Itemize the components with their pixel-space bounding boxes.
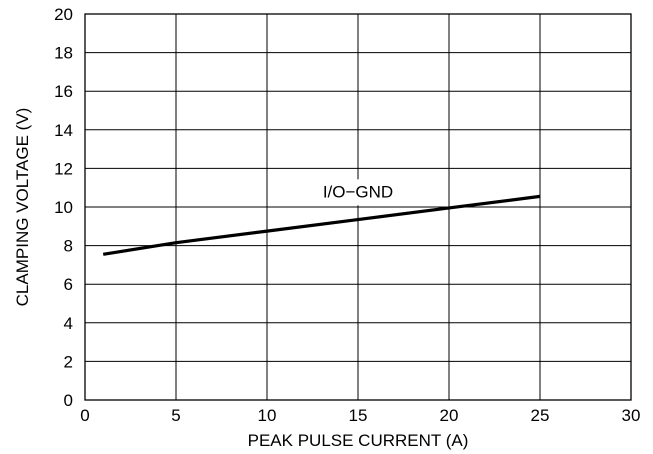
x-tick-label: 10 [258,406,277,425]
y-tick-label: 2 [64,352,73,371]
y-tick-label: 4 [64,314,73,333]
y-tick-label: 6 [64,275,73,294]
x-tick-label: 25 [531,406,550,425]
series-label-background [311,179,405,206]
x-tick-labels: 0 5 10 15 20 25 30 [80,406,640,425]
y-tick-label: 14 [54,121,73,140]
series-layer: I/O−GND [102,179,541,256]
y-tick-label: 18 [54,44,73,63]
y-tick-label: 0 [64,391,73,410]
y-tick-labels: 0 2 4 6 8 10 12 14 16 18 20 [54,5,73,410]
x-tick-label: 15 [349,406,368,425]
x-tick-label: 5 [171,406,180,425]
y-tick-label: 8 [64,237,73,256]
series-label: I/O−GND [323,182,393,201]
x-tick-label: 0 [80,406,89,425]
y-axis-title: CLAMPING VOLTAGE (V) [13,108,32,307]
y-tick-label: 16 [54,82,73,101]
series-line-io-gnd [102,194,541,256]
y-tick-label: 20 [54,5,73,24]
x-tick-label: 30 [622,406,641,425]
x-tick-label: 20 [440,406,459,425]
y-tick-label: 12 [54,159,73,178]
x-axis-title: PEAK PULSE CURRENT (A) [248,431,469,450]
grid [85,14,631,400]
y-tick-label: 10 [54,198,73,217]
plot-frame [84,13,632,401]
